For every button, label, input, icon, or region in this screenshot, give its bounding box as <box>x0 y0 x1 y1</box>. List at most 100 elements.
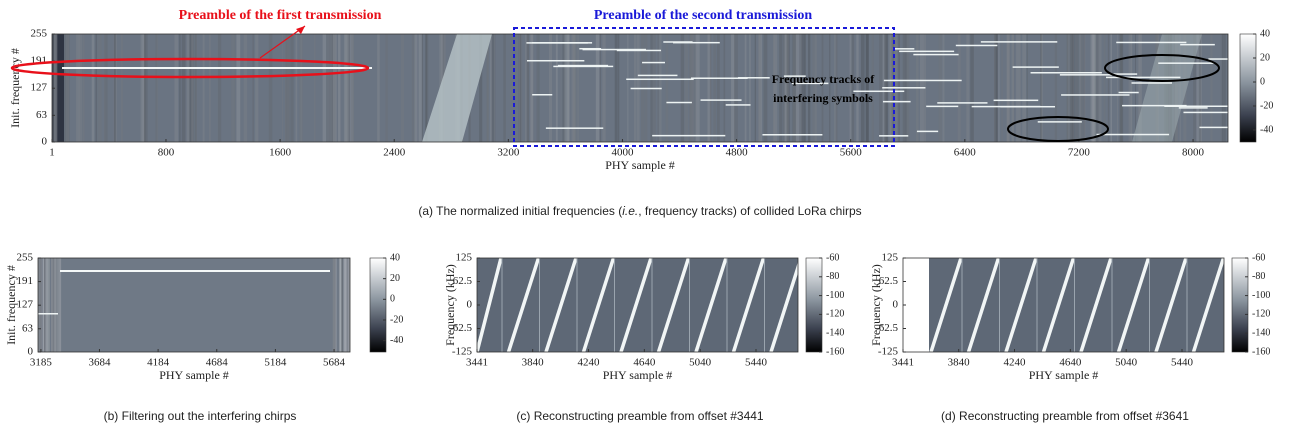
heatmap-track <box>673 41 720 44</box>
chirp-stripe <box>506 258 541 352</box>
caption: (d) Reconstructing preamble from offset … <box>941 409 1189 423</box>
caption-part: (d) Reconstructing preamble from offset … <box>941 409 1189 423</box>
heatmap-strip <box>1011 34 1015 142</box>
heatmap-strip <box>1071 34 1075 142</box>
heatmap-track <box>1158 62 1215 64</box>
highlight <box>1104 54 1220 82</box>
heatmap-strip <box>821 34 824 142</box>
heatmap-strip <box>66 34 69 142</box>
heatmap-strip <box>181 34 186 142</box>
heatmap-strip <box>1054 34 1058 142</box>
heatmap-strip <box>489 34 492 142</box>
heatmap-track <box>1178 107 1208 109</box>
heatmap-track <box>62 67 372 69</box>
heatmap-track <box>993 99 1039 102</box>
heatmap-track <box>60 270 330 272</box>
heatmap-strip <box>865 34 869 142</box>
colorbar-tick-label: -140 <box>826 327 844 338</box>
heatmap-image <box>38 258 350 352</box>
heatmap-strip <box>202 34 205 142</box>
heatmap-strip <box>243 34 248 142</box>
heatmap-track <box>1208 58 1228 60</box>
y-tick-label: 0 <box>467 299 473 311</box>
heatmap-strip <box>942 34 945 142</box>
colorbar-tick-label: -20 <box>390 314 403 325</box>
heatmap-track <box>531 42 593 44</box>
x-tick-label: 4184 <box>147 357 170 369</box>
chirp-stripe <box>966 258 1001 352</box>
annotation: Preamble of the second transmission <box>594 8 812 23</box>
chirp-stripe <box>929 258 963 352</box>
heatmap-strip <box>1119 34 1124 142</box>
heatmap-track <box>582 48 646 51</box>
heatmap-track <box>637 74 678 77</box>
heatmap-strip <box>326 34 330 142</box>
heatmap-track <box>791 82 829 85</box>
y-tick-label: 255 <box>17 252 34 264</box>
heatmap-strip <box>332 258 335 352</box>
chirp-stripe <box>731 258 766 352</box>
heatmap-strip <box>78 34 83 142</box>
heatmap-strip <box>1103 34 1106 142</box>
heatmap-strip <box>560 34 562 142</box>
heatmap-image <box>52 34 1228 142</box>
heatmap-track <box>955 44 998 47</box>
heatmap-strip <box>155 34 158 142</box>
heatmap-strip <box>694 34 698 142</box>
colorbar-tick-label: -140 <box>1252 327 1270 338</box>
heatmap-strip <box>192 34 195 142</box>
heatmap-strip <box>1026 34 1028 142</box>
colorbar-tick-label: -80 <box>826 271 839 282</box>
heatmap-strip <box>696 34 700 142</box>
heatmap-strip <box>860 34 865 142</box>
colorbar-tick-label: -60 <box>826 252 839 263</box>
heatmap-strip <box>966 34 970 142</box>
heatmap-strip <box>344 34 349 142</box>
heatmap-strip <box>849 34 853 142</box>
caption: (b) Filtering out the interfering chirps <box>104 409 297 423</box>
heatmap-track <box>913 53 959 56</box>
heatmap-strip <box>757 34 761 142</box>
annotation: interfering symbols <box>773 91 873 105</box>
heatmap-track <box>1183 111 1228 114</box>
y-axis-label: Init. frequency # <box>4 265 18 345</box>
heatmap-strip <box>64 34 67 142</box>
heatmap-strip <box>51 258 54 352</box>
heatmap-track <box>1012 66 1059 68</box>
heatmap-strip <box>194 34 197 142</box>
heatmap-strip <box>189 34 193 142</box>
heatmap-strip <box>798 34 803 142</box>
heatmap-strip <box>1066 34 1069 142</box>
heatmap-track <box>879 135 909 137</box>
heatmap-strip <box>142 34 145 142</box>
colorbar-tick-label: -120 <box>1252 309 1270 320</box>
x-tick-label: 3840 <box>948 357 971 369</box>
heatmap-strip <box>871 34 874 142</box>
chirp-stripe <box>656 258 691 352</box>
heatmap-track <box>616 49 662 52</box>
heatmap-bg <box>38 258 350 352</box>
heatmap-strip <box>313 34 316 142</box>
heatmap-track <box>853 90 905 93</box>
heatmap-strip <box>786 34 790 142</box>
y-axis-label: Frequency (kHz) <box>443 264 457 346</box>
heatmap-strip <box>91 34 95 142</box>
heatmap-strip <box>1018 34 1021 142</box>
heatmap-track <box>1199 126 1228 129</box>
heatmap-strip <box>994 34 998 142</box>
annotation: Preamble of the first transmission <box>179 8 382 23</box>
y-tick-label: 125 <box>882 252 899 264</box>
heatmap-strip <box>1006 34 1010 142</box>
heatmap-track <box>1164 105 1228 107</box>
heatmap-track <box>916 130 939 133</box>
heatmap-track <box>971 105 1041 108</box>
heatmap-strip <box>140 34 144 142</box>
y-tick-label: 62.5 <box>879 275 899 287</box>
heatmap-strip <box>713 34 716 142</box>
heatmap-strip <box>835 34 838 142</box>
x-tick-label: 5440 <box>745 357 768 369</box>
heatmap-strip <box>1196 34 1200 142</box>
chirp-stripe <box>1191 258 1224 352</box>
x-tick-label: 3684 <box>88 357 111 369</box>
heatmap-track <box>690 77 748 79</box>
